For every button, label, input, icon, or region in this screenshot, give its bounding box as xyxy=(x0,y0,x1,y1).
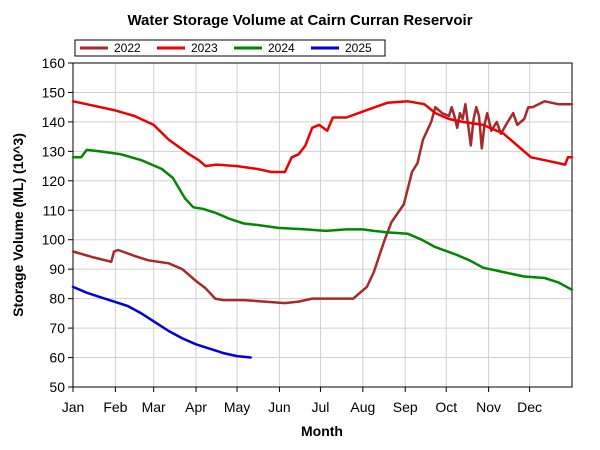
series-line-2025 xyxy=(71,285,252,359)
x-tick-label: Dec xyxy=(517,399,542,415)
x-tick-label: Apr xyxy=(185,399,207,415)
legend: 2022 2023 2024 2025 xyxy=(74,39,386,57)
series-line-2023 xyxy=(71,100,574,174)
x-tick-label: Nov xyxy=(476,399,501,415)
x-tick-label: Aug xyxy=(350,399,375,415)
axis-ticks: 50 60 70 80 90 100 110 120 130 140 150 160 Jan Feb Mar… xyxy=(42,55,542,415)
x-tick-label: May xyxy=(224,399,250,415)
y-tick-label: 70 xyxy=(49,320,65,336)
series-lines xyxy=(71,100,574,359)
y-tick-label: 60 xyxy=(49,350,65,366)
legend-box xyxy=(74,39,386,57)
y-tick-label: 150 xyxy=(42,84,66,100)
chart-title: Water Storage Volume at Cairn Curran Res… xyxy=(127,12,472,29)
legend-label-2024: 2024 xyxy=(268,41,295,55)
y-tick-label: 130 xyxy=(42,143,66,159)
legend-label-2022: 2022 xyxy=(114,41,141,55)
y-tick-label: 140 xyxy=(42,114,66,130)
series-line-2022 xyxy=(71,100,574,305)
series-line-2024 xyxy=(71,148,574,292)
y-tick-label: 110 xyxy=(43,202,66,218)
x-tick-label: Jul xyxy=(311,399,329,415)
y-tick-label: 120 xyxy=(42,173,66,189)
plot-area-frame xyxy=(72,62,573,388)
legend-label-2025: 2025 xyxy=(345,41,372,55)
y-tick-label: 100 xyxy=(42,232,66,248)
x-tick-label: Feb xyxy=(103,399,127,415)
grid xyxy=(73,63,572,387)
y-tick-label: 160 xyxy=(42,55,66,71)
x-axis-title: Month xyxy=(301,423,343,439)
y-tick-label: 80 xyxy=(49,291,65,307)
legend-label-2023: 2023 xyxy=(191,41,218,55)
x-tick-label: Sep xyxy=(393,399,418,415)
x-tick-label: Oct xyxy=(435,399,457,415)
y-tick-label: 90 xyxy=(49,261,65,277)
y-tick-label: 50 xyxy=(49,379,65,395)
x-tick-label: Mar xyxy=(142,399,166,415)
y-axis-title: Storage Volume (ML) (10^3) xyxy=(10,133,26,317)
x-tick-label: Jun xyxy=(268,399,291,415)
x-tick-label: Jan xyxy=(62,399,85,415)
